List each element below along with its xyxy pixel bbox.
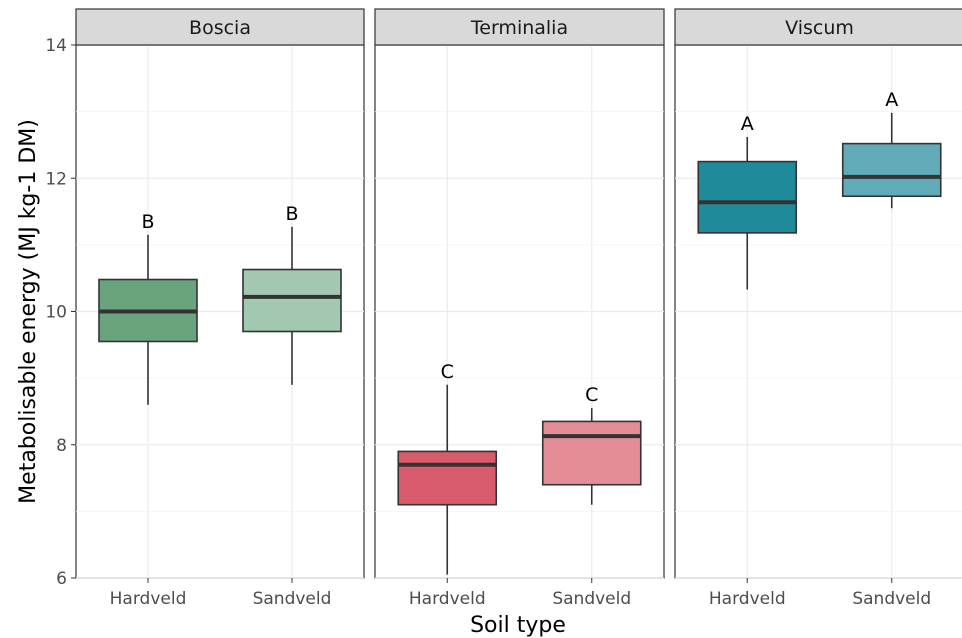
significance-label: B: [285, 203, 298, 225]
significance-label: B: [141, 211, 154, 233]
y-tick-label: 12: [45, 169, 67, 189]
facet-panel-viscum: A A Hardveld Sandveld Viscum: [674, 8, 962, 609]
facet-strip: [374, 8, 665, 46]
facet-strip: [75, 8, 365, 46]
x-tick-label: Hardveld: [110, 589, 187, 609]
box-hardveld: A: [697, 113, 798, 290]
facet-panel-terminalia: C C Hardveld Sandveld Terminalia: [374, 8, 665, 609]
y-tick-label: 10: [45, 303, 67, 323]
x-tick-label: Hardveld: [709, 589, 786, 609]
y-axis-title: Metabolisable energy (MJ kg-1 DM): [16, 119, 41, 504]
significance-label: C: [585, 384, 598, 406]
facet-panel-boscia: B B Hardveld Sandveld Boscia: [75, 8, 365, 609]
facet-strip-label: Terminalia: [470, 17, 568, 39]
box-body: [697, 160, 798, 234]
facet-panels: B B Hardveld Sandveld Boscia C C Hardveld Sandve…: [75, 8, 962, 609]
box-body: [841, 142, 942, 198]
x-tick-label: Hardveld: [409, 589, 486, 609]
y-tick-label: 8: [56, 436, 67, 456]
facet-strip: [674, 8, 962, 46]
box-body: [541, 420, 642, 486]
significance-label: A: [885, 89, 898, 111]
y-tick-label: 14: [45, 36, 67, 56]
x-tick-label: Sandveld: [552, 589, 631, 609]
significance-label: C: [441, 361, 454, 383]
x-tick-label: Sandveld: [253, 589, 332, 609]
box-hardveld: C: [397, 361, 498, 575]
x-tick-label: Sandveld: [852, 589, 931, 609]
box-sandveld: B: [242, 203, 342, 385]
box-sandveld: A: [841, 89, 942, 209]
box-body: [397, 450, 498, 506]
facet-strip-label: Viscum: [785, 17, 854, 39]
y-axis: 6 8 10 12 14: [45, 36, 76, 589]
box-sandveld: C: [541, 384, 642, 505]
significance-label: A: [741, 113, 754, 135]
y-tick-label: 6: [56, 569, 67, 589]
x-axis-title: Soil type: [470, 613, 566, 638]
box-hardveld: B: [98, 211, 198, 405]
box-body: [242, 268, 342, 333]
facet-strip-label: Boscia: [189, 17, 251, 39]
